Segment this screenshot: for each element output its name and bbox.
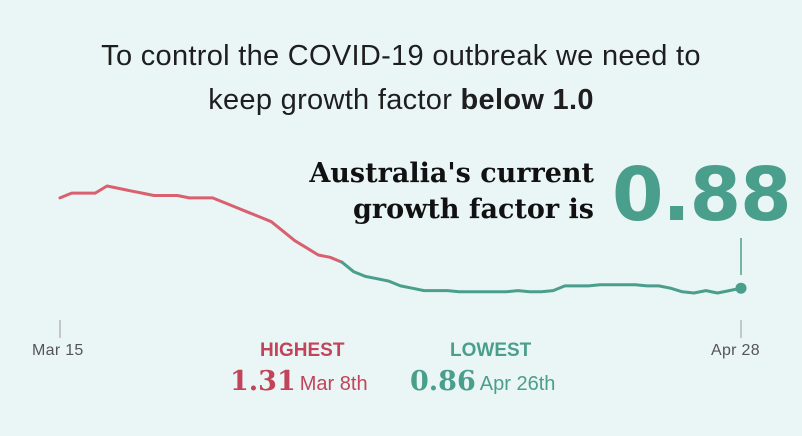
headline-line2-prefix: keep growth factor (208, 84, 461, 116)
lowest-value: 0.86 (410, 366, 476, 397)
current-value-dot (735, 282, 747, 294)
series-lines (58, 184, 743, 295)
current-growth-factor-value: 0.88 (612, 152, 792, 238)
x-tick-label-end: Apr 28 (711, 342, 760, 359)
lowest-date: Apr 26th (479, 373, 556, 395)
highest-stat: 1.31 Mar 8th (230, 366, 368, 397)
callout-line1: Australia's current (309, 158, 594, 189)
highest-date: Mar 8th (299, 373, 368, 395)
lowest-stat: 0.86 Apr 26th (410, 366, 555, 397)
series-line-above-threshold (58, 184, 344, 264)
series-line-below-threshold (340, 260, 743, 295)
highest-value: 1.31 (230, 366, 296, 397)
highest-label: HIGHEST (260, 340, 345, 361)
headline-line1: To control the COVID-19 outbreak we need… (101, 40, 701, 72)
x-tick-label-start: Mar 15 (32, 342, 84, 359)
headline: To control the COVID-19 outbreak we need… (0, 34, 802, 122)
lowest-label: LOWEST (450, 340, 532, 361)
callout-line2: growth factor is (353, 194, 594, 225)
current-value-callout: Australia's current growth factor is (309, 156, 594, 228)
headline-line2-bold: below 1.0 (460, 84, 594, 116)
